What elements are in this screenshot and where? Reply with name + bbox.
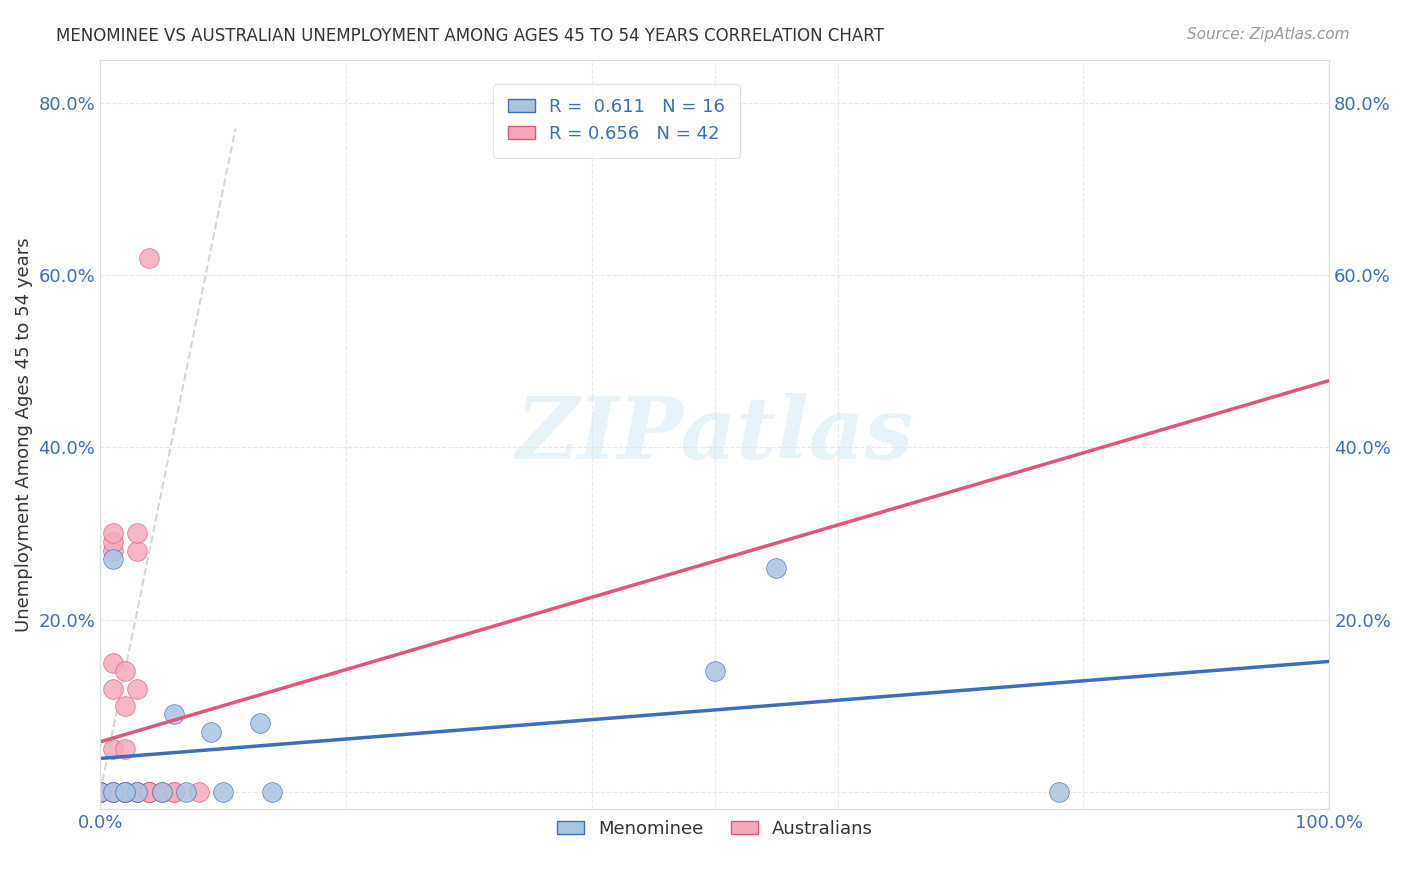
Point: [101, 785, 124, 799]
Point: [127, 526, 149, 541]
Point: [249, 716, 271, 731]
Text: Source: ZipAtlas.com: Source: ZipAtlas.com: [1187, 27, 1350, 42]
Point: [101, 526, 124, 541]
Point: [101, 552, 124, 566]
Point: [89, 785, 111, 799]
Point: [114, 785, 136, 799]
Point: [138, 785, 160, 799]
Point: [89, 785, 111, 799]
Point: [138, 785, 160, 799]
Point: [138, 785, 160, 799]
Point: [163, 707, 186, 722]
Point: [89, 785, 111, 799]
Point: [101, 543, 124, 558]
Point: [765, 561, 787, 575]
Text: ZIPatlas: ZIPatlas: [516, 392, 914, 476]
Point: [212, 785, 235, 799]
Point: [89, 785, 111, 799]
Point: [89, 785, 111, 799]
Point: [114, 698, 136, 713]
Legend: Menominee, Australians: Menominee, Australians: [550, 813, 880, 845]
Point: [127, 785, 149, 799]
Point: [703, 665, 725, 679]
Point: [200, 724, 222, 739]
Y-axis label: Unemployment Among Ages 45 to 54 years: Unemployment Among Ages 45 to 54 years: [15, 237, 32, 632]
Point: [101, 741, 124, 756]
Point: [114, 785, 136, 799]
Point: [150, 785, 173, 799]
Point: [114, 785, 136, 799]
Point: [89, 785, 111, 799]
Point: [138, 785, 160, 799]
Point: [114, 741, 136, 756]
Point: [127, 681, 149, 696]
Point: [89, 785, 111, 799]
Point: [89, 785, 111, 799]
Point: [114, 785, 136, 799]
Point: [150, 785, 173, 799]
Point: [89, 785, 111, 799]
Point: [101, 785, 124, 799]
Point: [262, 785, 284, 799]
Point: [187, 785, 209, 799]
Point: [101, 785, 124, 799]
Point: [89, 785, 111, 799]
Point: [89, 785, 111, 799]
Point: [127, 543, 149, 558]
Point: [127, 785, 149, 799]
Point: [138, 251, 160, 265]
Point: [89, 785, 111, 799]
Point: [114, 665, 136, 679]
Point: [176, 785, 198, 799]
Point: [163, 785, 186, 799]
Point: [163, 785, 186, 799]
Point: [89, 785, 111, 799]
Point: [101, 681, 124, 696]
Point: [127, 785, 149, 799]
Point: [138, 785, 160, 799]
Point: [101, 535, 124, 549]
Text: MENOMINEE VS AUSTRALIAN UNEMPLOYMENT AMONG AGES 45 TO 54 YEARS CORRELATION CHART: MENOMINEE VS AUSTRALIAN UNEMPLOYMENT AMO…: [56, 27, 884, 45]
Point: [114, 785, 136, 799]
Point: [101, 785, 124, 799]
Point: [101, 656, 124, 670]
Point: [1047, 785, 1070, 799]
